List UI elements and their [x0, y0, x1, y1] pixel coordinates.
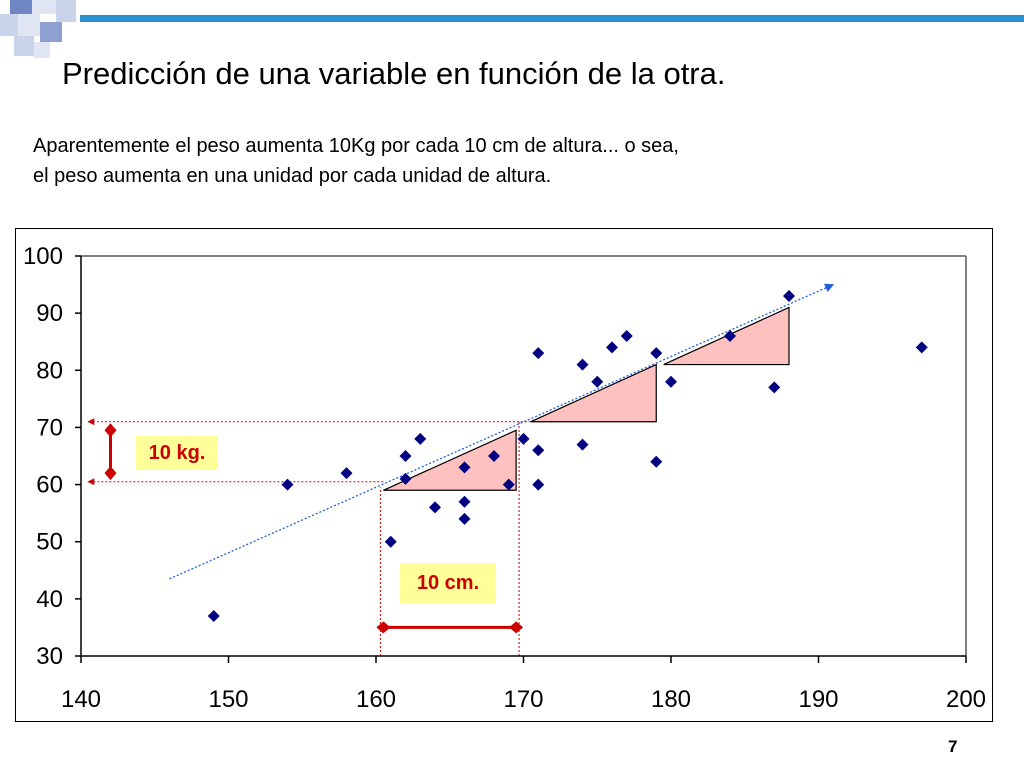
x-tick-label: 180 [651, 686, 691, 713]
arrow-head [104, 423, 117, 438]
y-tick-label: 60 [36, 472, 63, 499]
data-point [532, 444, 545, 457]
weight-increment-label: 10 kg. [136, 436, 218, 470]
data-point [399, 450, 412, 462]
data-point [281, 478, 294, 491]
data-point [650, 347, 663, 360]
data-point [488, 450, 500, 462]
x-tick-label: 140 [61, 686, 101, 713]
corner-decoration-square [40, 22, 62, 42]
corner-decoration-square [56, 0, 76, 22]
data-point [783, 290, 795, 302]
y-tick-label: 100 [23, 243, 63, 270]
x-tick-label: 160 [356, 686, 396, 713]
data-point [532, 478, 545, 491]
height-increment-label: 10 cm. [400, 563, 496, 603]
corner-decoration-square [32, 0, 56, 14]
x-tick-label: 170 [503, 686, 543, 713]
data-point [458, 512, 471, 525]
corner-decoration-square [0, 14, 18, 36]
data-point [207, 610, 220, 622]
title-accent-rule [80, 15, 1024, 22]
data-point [576, 438, 589, 451]
data-point [502, 478, 515, 491]
corner-decoration-square [10, 0, 32, 14]
body-line-2: el peso aumenta en una unidad por cada u… [33, 165, 552, 187]
data-point [576, 358, 589, 371]
y-tick-label: 40 [36, 586, 63, 613]
data-point [665, 375, 677, 388]
trend-line [169, 283, 835, 580]
x-tick-label: 190 [798, 686, 838, 713]
x-tick-label: 150 [208, 686, 248, 713]
page-number: 7 [948, 737, 958, 756]
data-point [399, 472, 412, 485]
slope-triangle [383, 429, 517, 491]
body-line-1: Aparentemente el peso aumenta 10Kg por c… [33, 135, 679, 157]
data-point [384, 535, 397, 548]
slide-body-text: Aparentemente el peso aumenta 10Kg por c… [33, 131, 679, 191]
arrow-head [509, 621, 524, 634]
y-tick-label: 80 [36, 357, 63, 384]
arrow-head [104, 466, 117, 481]
corner-decoration-square [14, 36, 34, 56]
y-tick-label: 90 [36, 300, 63, 327]
data-point [768, 381, 781, 394]
data-point [458, 461, 471, 474]
data-point [429, 501, 441, 514]
y-tick-label: 70 [36, 414, 63, 441]
arrow-head [376, 621, 391, 634]
data-point [724, 330, 736, 342]
data-point [591, 375, 604, 388]
data-point [340, 467, 353, 480]
data-point [532, 347, 545, 360]
data-point [650, 455, 663, 468]
data-point [414, 432, 427, 445]
corner-decoration-square [34, 42, 50, 58]
corner-decoration-square [18, 14, 40, 36]
data-point [915, 341, 928, 354]
slide-title: Predicción de una variable en función de… [62, 56, 726, 91]
data-point [620, 330, 633, 342]
y-tick-label: 50 [36, 529, 63, 556]
y-tick-label: 30 [36, 643, 63, 670]
data-point [517, 432, 530, 445]
data-point [606, 341, 618, 354]
x-tick-label: 200 [946, 686, 986, 713]
data-point [458, 495, 471, 508]
slope-triangle [530, 363, 657, 423]
